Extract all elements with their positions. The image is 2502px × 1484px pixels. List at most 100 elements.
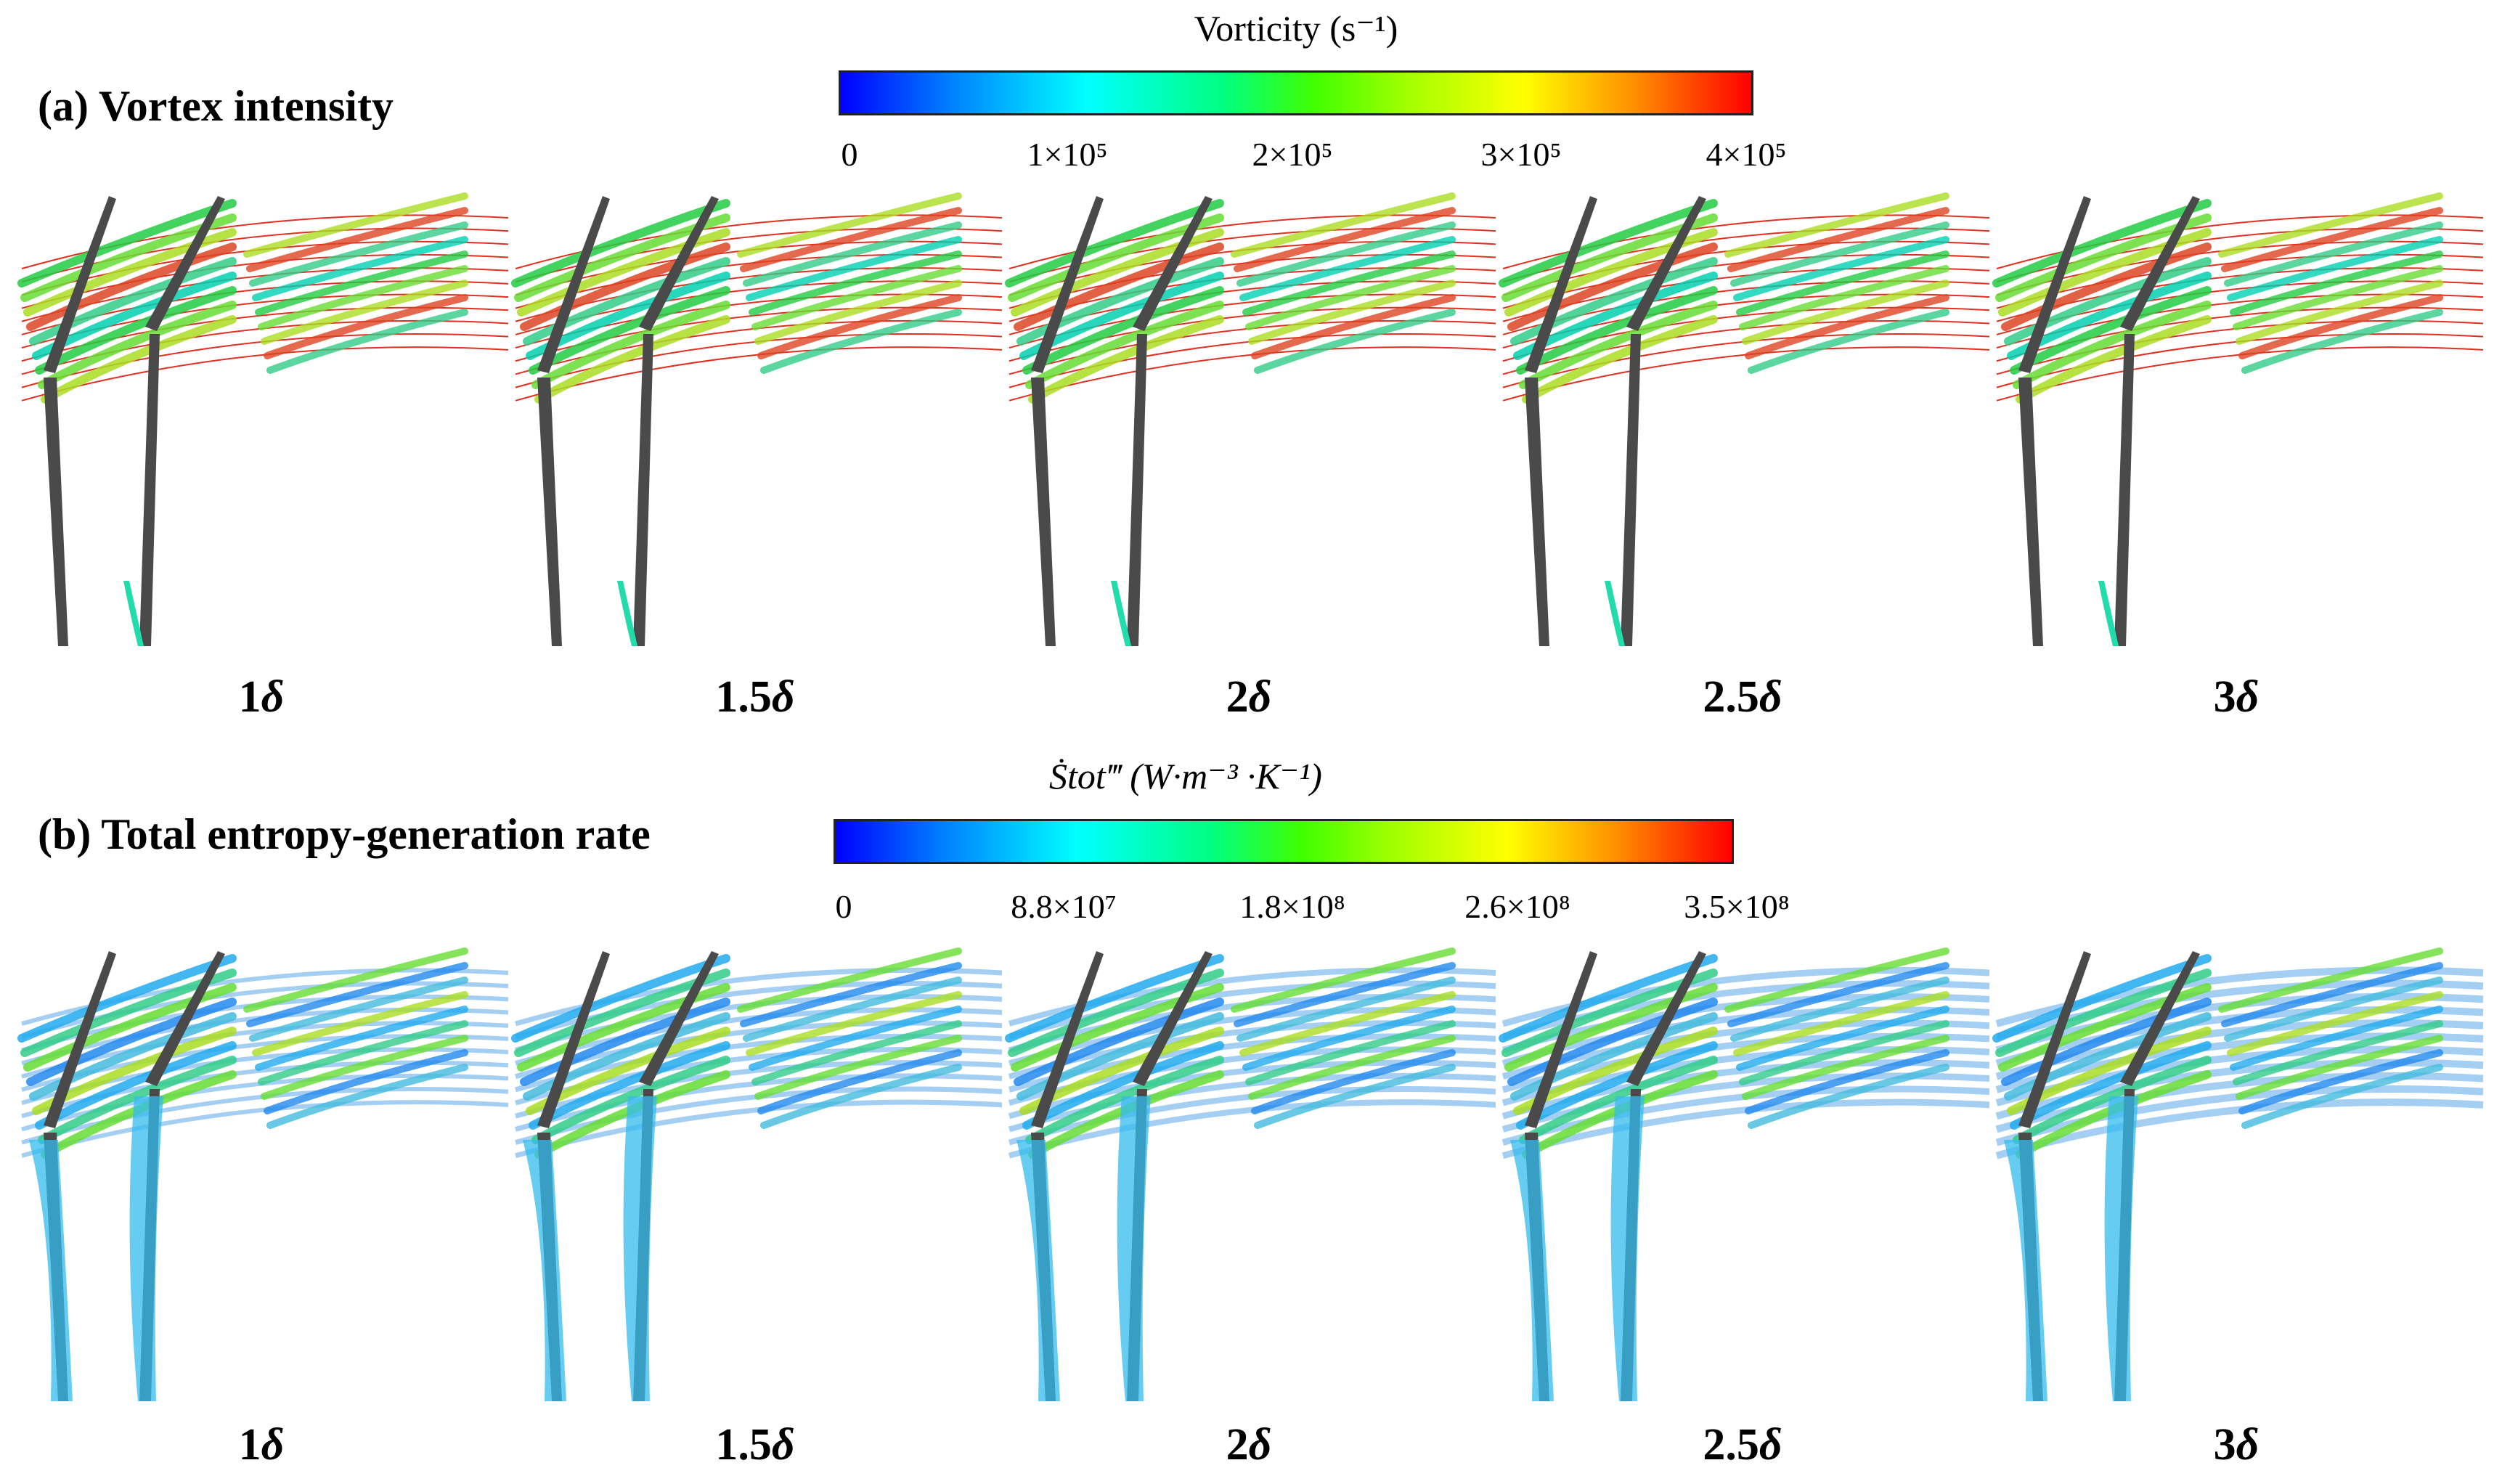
entropy-wake [1117,1096,1151,1401]
blade-tip [145,951,225,1086]
vortex-streak [1742,280,1949,345]
section-b-title: (b) Total entropy-generation rate [38,810,651,858]
vortex-streak [2001,998,2212,1086]
vortex-streak [243,192,468,258]
entropy-panel-1delta [17,947,509,1401]
vortex-streak [1025,301,1224,389]
vortex-streak [2004,1012,2212,1101]
vortex-streak [1251,1049,1456,1114]
vortex-panel-2.5delta [1499,192,1990,646]
vortex-streak [1011,983,1224,1072]
vortex-patch [617,581,637,646]
vortex-streak [1239,236,1456,301]
vortex-streak [2230,250,2443,316]
blade-tip [639,951,719,1086]
vortex-streak [258,1020,468,1085]
blade-tip [44,951,116,1128]
vortex-streak [531,301,730,389]
vortex-streak [534,1070,730,1159]
blade-span [1031,378,1056,646]
vortex-patch [1111,581,1131,646]
vortex-streak [17,954,237,1043]
panel-label-b-5: 3δ [2213,1420,2259,1469]
colorbar-a-tick: 2×10⁵ [1252,136,1333,173]
vortex-streak [2010,286,2212,375]
vortex-streak [1231,947,1456,1013]
blade-tip [1626,951,1706,1086]
vortex-streak [749,1006,962,1071]
vortex-streak [1504,983,1718,1072]
vortex-streak [1516,1041,1718,1130]
blade-tip [2018,196,2091,373]
vortex-patch [1605,581,1625,646]
colorbar-a-tick: 3×10⁵ [1480,136,1562,173]
streamline [1996,333,2484,388]
vortex-streak [23,228,237,317]
vortex-streak [1992,954,2212,1043]
entropy-streak [21,1087,509,1145]
vortex-streak [1028,315,1224,404]
vortex-streak [2241,1064,2443,1129]
entropy-wake [2004,1140,2047,1401]
blade-tip [639,196,719,331]
vortex-patch [123,581,144,646]
entropy-streak [1501,1098,1990,1159]
vortex-streak [523,1012,730,1101]
vortex-streak [261,280,468,345]
colorbar-a [839,70,1753,115]
colorbar-a-tick: 4×10⁵ [1706,136,1787,173]
vortex-streak [2224,977,2443,1042]
colorbar-a-tick: 0 [841,136,858,173]
blade-span [2018,378,2043,646]
vortex-streak [1014,242,1224,331]
vortex-streak [255,1006,468,1071]
vortex-streak [520,242,730,331]
blade-span [1127,334,1147,646]
vortex-streak [754,280,962,345]
colorbar-b [834,819,1734,864]
streamline [1502,346,1990,401]
vortex-streak [1231,192,1456,258]
streamline [515,346,1003,401]
blade-tip [2018,951,2091,1128]
vortex-streak [1736,1006,1949,1071]
vortex-streak [29,257,237,346]
vortex-streak [17,199,237,288]
vortex-streak [1005,954,1224,1043]
vortex-streak [252,236,468,301]
vortex-streak [264,1049,468,1114]
vortex-streak [751,1020,962,1085]
blade-span [139,334,160,646]
vortex-streak [261,1035,468,1100]
streamline [1008,346,1496,401]
blade-tip [1525,196,1597,373]
colorbar-b-tick: 0 [835,888,852,925]
vortex-streak [1748,1064,1949,1129]
vortex-streak [1519,301,1718,389]
vortex-streak [737,192,962,258]
vortex-streak [1507,242,1718,331]
blade-tip [2120,951,2200,1086]
blade-span [1621,334,1641,646]
vortex-streak [1499,199,1718,288]
vortex-streak [743,221,962,287]
streamline [21,333,509,388]
vortex-streak [740,207,962,272]
blade-tip [537,196,610,373]
vortex-streak [749,250,962,316]
vortex-streak [2224,221,2443,287]
vortex-streak [746,236,962,301]
vortex-streak [1736,250,1949,316]
vortex-streak [511,199,730,288]
vortex-streak [1724,192,1949,258]
entropy-panel-1.5delta [511,947,1003,1401]
section-a-title: (a) Vortex intensity [38,82,394,130]
vortex-streak [1245,1020,1456,1085]
colorbar-a-tick: 1×10⁵ [1027,136,1108,173]
vortex-streak [1234,207,1456,272]
vortex-streak [249,221,468,287]
vortex-streak [1022,1041,1224,1130]
vortex-streak [1236,977,1456,1042]
vortex-streak [1005,199,1224,288]
vortex-streak [757,1049,962,1114]
